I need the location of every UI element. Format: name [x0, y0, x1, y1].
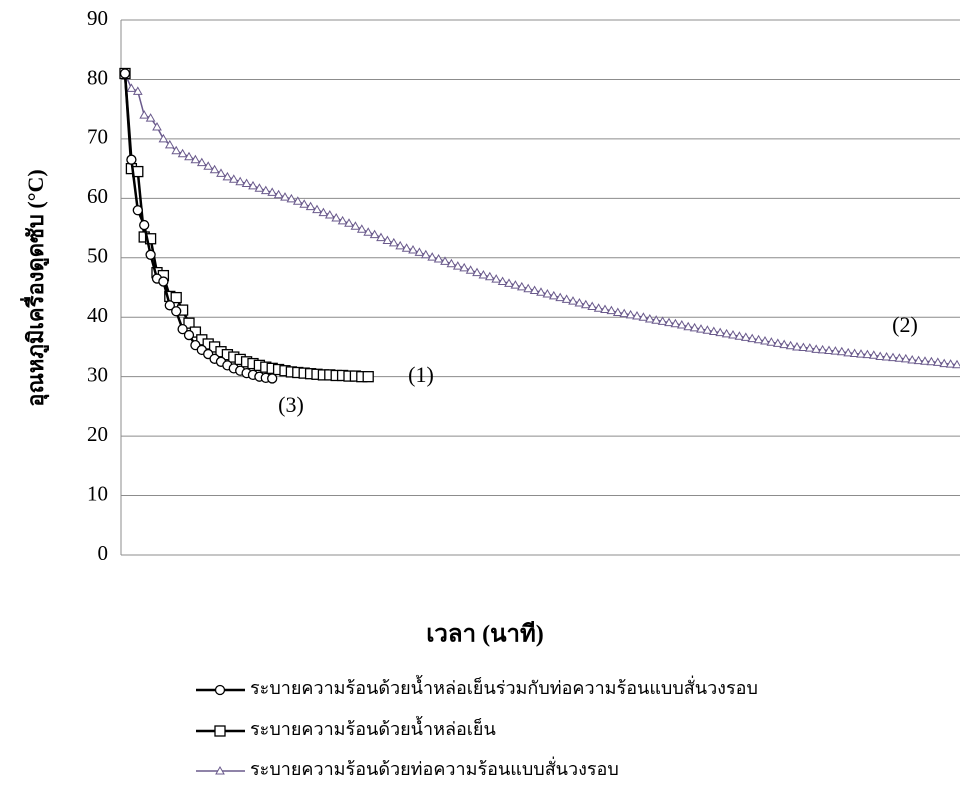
annotation: (2) [892, 312, 918, 337]
marker [133, 206, 142, 215]
series-line [125, 74, 957, 365]
marker [140, 111, 148, 118]
marker [216, 686, 225, 695]
y-tick-label: 70 [87, 125, 108, 149]
marker [140, 221, 149, 230]
y-tick-label: 10 [87, 481, 108, 505]
legend-label: ระบายความร้อนด้วยน้ำหล่อเย็นร่วมกับท่อคว… [250, 675, 758, 698]
y-tick-label: 40 [87, 303, 108, 327]
y-tick-label: 50 [87, 244, 108, 268]
y-tick-label: 30 [87, 362, 108, 386]
y-tick-label: 20 [87, 422, 108, 446]
marker [215, 726, 225, 736]
y-tick-label: 60 [87, 184, 108, 208]
series-line [125, 74, 368, 377]
y-tick-label: 90 [87, 6, 108, 30]
x-axis-title: เวลา (นาที) [426, 621, 544, 648]
marker [146, 250, 155, 259]
marker [268, 374, 277, 383]
legend-label: ระบายความร้อนด้วยน้ำหล่อเย็น [250, 716, 496, 739]
annotation: (3) [278, 392, 304, 417]
marker [127, 84, 135, 91]
y-axis-title: อุณหภูมิเครื่องดูดซับ (°C) [19, 169, 50, 406]
marker [363, 372, 373, 382]
marker [159, 277, 168, 286]
marker [172, 307, 181, 316]
marker [127, 155, 136, 164]
y-tick-label: 80 [87, 65, 108, 89]
legend-label: ระบายความร้อนด้วยท่อความร้อนแบบสั่นวงรอบ [250, 756, 619, 779]
marker [185, 331, 194, 340]
y-tick-label: 0 [98, 541, 109, 565]
marker [121, 69, 130, 78]
chart: อุณหภูมิเครื่องดูดซับ (°C) เวลา (นาที) 0… [0, 0, 960, 791]
annotation: (1) [408, 362, 434, 387]
